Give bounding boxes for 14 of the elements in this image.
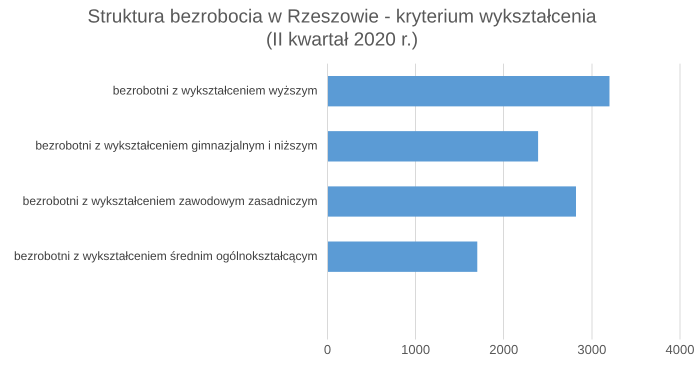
x-tick-label: 2000 [489, 342, 518, 357]
bar [328, 241, 478, 272]
x-tick-label: 1000 [401, 342, 430, 357]
y-tick-label: bezrobotni z wykształceniem wyższym [112, 83, 318, 98]
x-tick-label: 0 [324, 342, 332, 357]
bar [328, 131, 538, 162]
bar [328, 186, 576, 217]
y-tick-label: bezrobotni z wykształceniem gimnazjalnym i niższym [35, 138, 318, 153]
bar [328, 76, 610, 106]
x-tick-label: 4000 [666, 342, 694, 357]
y-tick-label: bezrobotni z wykształceniem średnim ogólnokształcącym [14, 248, 318, 263]
x-tick-label: 3000 [577, 342, 606, 357]
y-tick-label: bezrobotni z wykształceniem zawodowym zasadniczym [22, 194, 318, 208]
chart-title: Struktura bezrobocia w Rzeszowie - kryterium wykształcenia (II kwartał 2020 r.) [88, 6, 597, 50]
